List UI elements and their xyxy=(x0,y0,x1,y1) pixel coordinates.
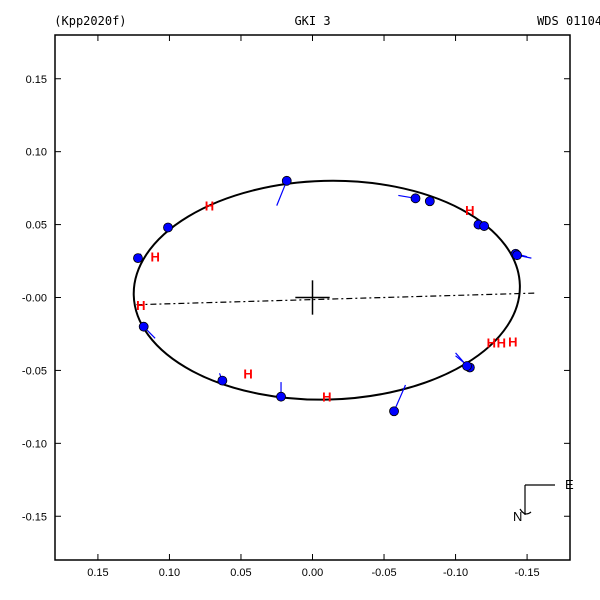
y-tick-label: -0.10 xyxy=(22,438,47,450)
obs-point xyxy=(277,392,286,401)
h-mark: H xyxy=(487,336,496,351)
y-tick-label: -0.00 xyxy=(22,293,47,305)
title-center: GKI 3 xyxy=(294,14,330,28)
obs-point xyxy=(133,254,142,263)
obs-point xyxy=(218,376,227,385)
h-mark: H xyxy=(150,250,159,265)
obs-point xyxy=(282,176,291,185)
y-tick-label: 0.15 xyxy=(26,74,47,86)
y-tick-label: -0.05 xyxy=(22,365,47,377)
obs-point xyxy=(411,194,420,203)
h-mark: H xyxy=(508,334,517,349)
obs-point xyxy=(425,197,434,206)
x-tick-label: 0.00 xyxy=(302,567,323,579)
compass-label-n: N xyxy=(513,509,522,524)
y-tick-label: 0.05 xyxy=(26,220,47,232)
h-mark: H xyxy=(205,199,214,214)
x-tick-label: -0.05 xyxy=(371,567,396,579)
obs-point xyxy=(139,322,148,331)
x-tick-label: 0.15 xyxy=(87,567,108,579)
x-tick-label: 0.05 xyxy=(230,567,251,579)
h-mark: H xyxy=(497,336,506,351)
h-mark: H xyxy=(465,203,474,218)
y-tick-label: 0.10 xyxy=(26,147,47,159)
obs-point xyxy=(390,407,399,416)
obs-point xyxy=(164,223,173,232)
h-mark: H xyxy=(322,390,331,405)
title-left: WDS 01104-6727 xyxy=(537,14,600,28)
x-tick-label: -0.10 xyxy=(443,567,468,579)
compass-label-e: E xyxy=(565,477,574,492)
x-tick-label: 0.10 xyxy=(159,567,180,579)
obs-point xyxy=(513,251,522,260)
h-mark: H xyxy=(136,298,145,313)
h-mark: H xyxy=(243,366,252,381)
obs-point xyxy=(463,362,472,371)
orbit-plot: -0.15 -0.10 -0.05 0.00 0.05 0.10 0.15 0.15 0.10 0… xyxy=(0,0,600,600)
x-tick-label: -0.15 xyxy=(515,567,540,579)
y-tick-label: -0.15 xyxy=(22,511,47,523)
title-right: (Kpp2020f) xyxy=(54,14,126,28)
obs-point xyxy=(480,222,489,231)
